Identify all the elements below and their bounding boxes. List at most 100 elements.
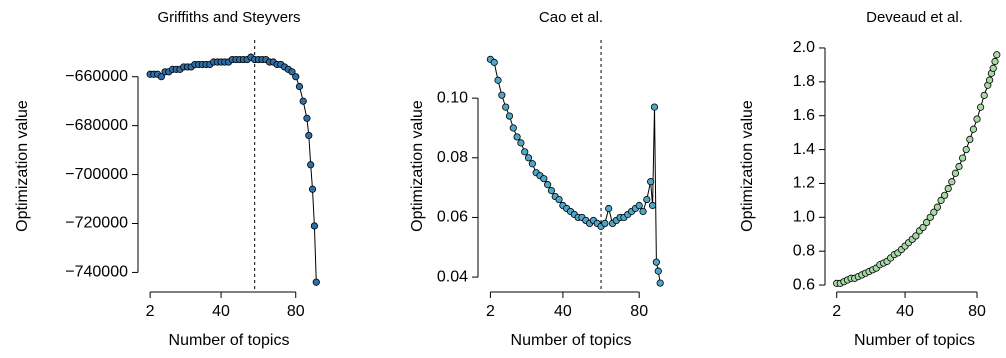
y-tick-label: 0.8 xyxy=(793,242,815,259)
data-point xyxy=(498,91,506,99)
x-tick-label: 40 xyxy=(212,303,230,320)
data-point xyxy=(502,103,510,111)
data-point xyxy=(654,267,662,275)
y-axis-label: Optimization value xyxy=(409,100,426,232)
y-axis-label: Optimization value xyxy=(739,100,756,232)
data-point xyxy=(292,73,300,81)
data-point xyxy=(605,204,613,213)
y-tick-label: −680000 xyxy=(65,117,128,134)
data-point xyxy=(912,232,920,240)
data-point xyxy=(547,187,556,195)
data-point xyxy=(305,131,313,140)
data-point xyxy=(966,135,974,144)
series-line xyxy=(150,56,317,283)
data-point xyxy=(517,139,525,147)
data-point xyxy=(977,103,985,111)
data-point xyxy=(989,64,997,72)
data-point xyxy=(157,73,165,81)
y-tick-label: 0.04 xyxy=(437,268,468,285)
data-point xyxy=(505,112,514,120)
data-point xyxy=(635,201,643,210)
data-point xyxy=(923,218,931,226)
data-point xyxy=(299,97,307,105)
data-point xyxy=(951,169,960,177)
y-tick-label: 0.08 xyxy=(437,149,468,166)
y-tick-label: 0.6 xyxy=(793,276,815,293)
data-point xyxy=(944,184,952,193)
data-point xyxy=(494,76,502,84)
data-point xyxy=(969,125,978,133)
data-point xyxy=(955,162,963,171)
data-point xyxy=(656,279,664,287)
y-tick-label: −720000 xyxy=(65,215,128,232)
data-point xyxy=(288,68,296,76)
x-tick-label: 40 xyxy=(896,303,914,320)
data-point xyxy=(509,124,517,132)
data-point xyxy=(490,58,498,66)
x-tick-label: 2 xyxy=(146,303,155,320)
chart-title: Griffiths and Steyvers xyxy=(157,9,300,26)
data-point xyxy=(303,114,311,122)
x-tick-label: 80 xyxy=(630,303,648,320)
series-line xyxy=(836,54,998,284)
y-tick-label: −700000 xyxy=(65,166,128,183)
data-point xyxy=(919,223,927,232)
data-point xyxy=(926,213,934,221)
data-point xyxy=(555,195,563,204)
data-point xyxy=(310,222,318,230)
data-point xyxy=(986,76,994,84)
y-tick-label: 1.2 xyxy=(793,175,815,192)
data-point xyxy=(540,175,548,183)
data-point xyxy=(312,278,320,286)
data-point xyxy=(544,181,552,189)
data-point xyxy=(295,82,304,91)
x-tick-label: 40 xyxy=(554,303,572,320)
y-axis-label: Optimization value xyxy=(14,100,31,232)
data-point xyxy=(991,57,999,66)
x-tick-label: 2 xyxy=(486,303,495,320)
data-point xyxy=(948,178,956,186)
x-tick-label: 80 xyxy=(287,303,305,320)
y-tick-label: −660000 xyxy=(65,68,128,85)
data-point xyxy=(933,203,942,211)
y-tick-label: 0.10 xyxy=(437,89,468,106)
data-point xyxy=(524,154,533,162)
data-point xyxy=(941,191,949,199)
data-point xyxy=(643,195,651,204)
x-tick-label: 2 xyxy=(832,303,841,320)
y-tick-label: 1.4 xyxy=(793,141,815,158)
chart-title: Deveaud et al. xyxy=(866,9,963,26)
y-tick-label: 0.06 xyxy=(437,209,468,226)
data-point xyxy=(521,148,529,156)
data-point xyxy=(980,91,988,99)
data-point xyxy=(648,201,657,210)
y-tick-label: 1.8 xyxy=(793,73,815,90)
data-point xyxy=(650,103,659,111)
data-point xyxy=(962,145,970,154)
series-line xyxy=(490,59,661,284)
data-point xyxy=(307,161,315,169)
data-point xyxy=(639,207,647,216)
data-point xyxy=(601,219,609,228)
data-point xyxy=(647,178,655,186)
chart-title: Cao et al. xyxy=(539,9,603,26)
y-tick-label: 2.0 xyxy=(793,39,815,56)
data-point xyxy=(937,196,945,204)
data-point xyxy=(308,185,317,193)
y-tick-label: −740000 xyxy=(65,264,128,281)
x-tick-label: 80 xyxy=(968,303,986,320)
y-tick-label: 1.6 xyxy=(793,107,815,124)
data-point xyxy=(513,133,521,141)
data-point xyxy=(930,208,938,216)
x-axis-label: Number of topics xyxy=(854,332,975,349)
y-tick-label: 1.0 xyxy=(793,209,815,226)
data-point xyxy=(528,160,536,168)
data-point xyxy=(973,115,981,123)
data-point xyxy=(652,258,660,266)
data-point xyxy=(993,51,1001,59)
data-point xyxy=(959,154,967,162)
x-axis-label: Number of topics xyxy=(511,332,632,349)
x-axis-label: Number of topics xyxy=(169,332,290,349)
